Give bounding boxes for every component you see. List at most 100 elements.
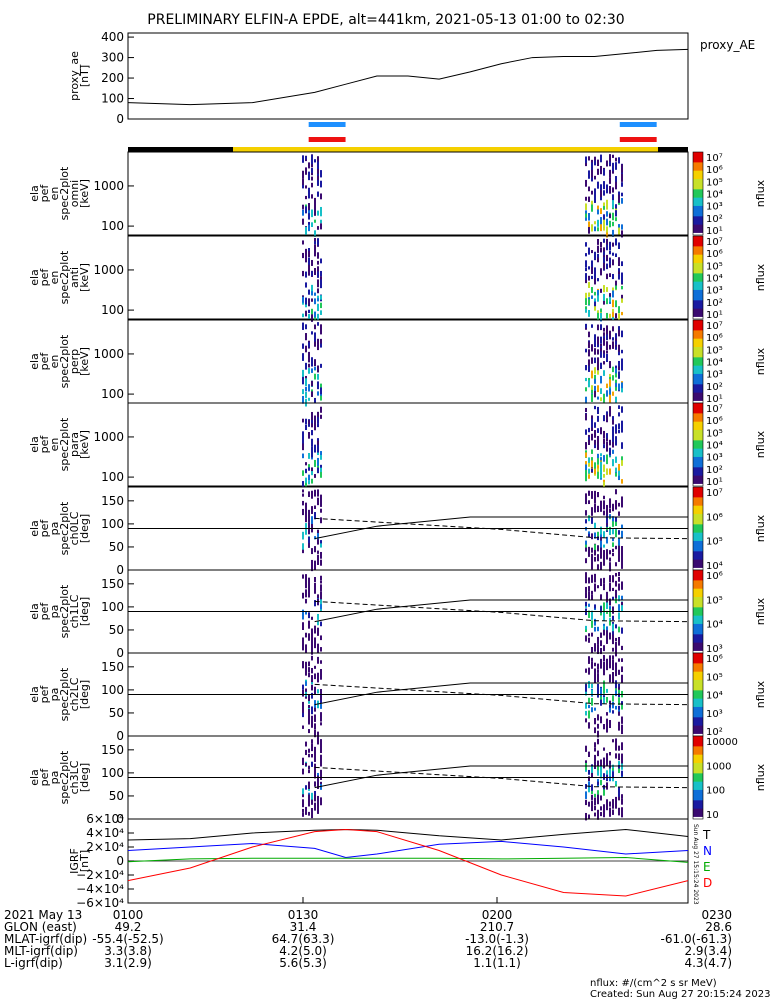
spectrogram-cell: [600, 453, 602, 457]
colorbar-cell: [693, 725, 703, 729]
state-bar-black: [128, 147, 233, 152]
spectrogram-cell: [317, 781, 319, 789]
spectrogram-cell: [320, 498, 322, 505]
ylabel-line: pef: [38, 768, 51, 787]
colorbar-frame: [692, 235, 704, 320]
spectrogram-cell: [612, 418, 614, 425]
spectrogram-cell: [597, 470, 599, 479]
tick-label: 100: [101, 470, 124, 484]
spectrogram-cell: [603, 297, 605, 305]
ylabel-line: spec2plot: [58, 501, 71, 555]
spectrogram-cell: [311, 616, 313, 620]
colorbar-tick: 10³: [706, 644, 723, 655]
spectrogram-cell: [609, 526, 611, 532]
colorbar-cell: [693, 403, 703, 406]
spectrogram-cell: [603, 338, 605, 346]
spectrogram-cell: [612, 542, 614, 546]
spectrogram-cell: [302, 799, 304, 808]
colorbar-cell: [693, 538, 703, 542]
spectrogram-cell: [600, 350, 602, 358]
spectrogram-cell: [618, 470, 620, 476]
spectrogram-cell: [317, 157, 319, 162]
spectrogram-cell: [600, 765, 602, 774]
spectrogram-cell: [594, 291, 596, 296]
spectrogram-cell: [612, 375, 614, 381]
colorbar-cell: [693, 267, 703, 270]
spectrogram-cell: [308, 342, 310, 348]
colorbar-cell: [693, 152, 703, 155]
ylabel-line: pef: [38, 268, 51, 287]
spectrogram-cell: [621, 285, 623, 290]
tick-label: 150: [101, 743, 124, 757]
colorbar-cell: [693, 816, 703, 820]
spectrogram-cell: [305, 632, 307, 638]
colorbar-cell: [693, 719, 703, 722]
spectrogram-cell: [615, 637, 617, 642]
spectrogram-cell: [612, 200, 614, 208]
spectrogram-cell: [317, 373, 319, 380]
spectrogram-cell: [609, 598, 611, 606]
spectrogram-cell: [621, 349, 623, 354]
colorbar-cell: [693, 644, 703, 648]
spectrogram-cell: [609, 379, 611, 387]
colorbar-cell: [693, 396, 703, 400]
spectrogram-cell: [308, 717, 310, 725]
spectrogram-panel: 150100500elapefpaspec2plotch1LC[deg]10⁶1…: [28, 569, 767, 660]
spectrogram-cell: [308, 517, 310, 523]
spectrogram-cell: [594, 348, 596, 355]
colorbar-cell: [693, 185, 703, 188]
spectrogram-cell: [609, 344, 611, 350]
spectrogram-cell: [597, 442, 599, 450]
spectrogram-cell: [609, 185, 611, 194]
spectrogram-cell: [314, 359, 316, 367]
spectrogram-cell: [302, 637, 304, 644]
spectrogram-cell: [320, 219, 322, 224]
spectrogram-cell: [597, 675, 599, 682]
spectrogram-panel: 1000100elapefenspec2plotperp[keV]10⁷10⁶1…: [28, 319, 767, 407]
spectrogram-cell: [588, 801, 590, 807]
spectrogram-cell: [615, 333, 617, 339]
zone-bar-blue: [308, 122, 346, 127]
footer-value: 0100: [113, 908, 144, 922]
spectrogram-cell: [615, 589, 617, 596]
colorbar-cell: [693, 777, 703, 781]
colorbar-cell: [693, 543, 703, 546]
spectrogram-cell: [615, 238, 617, 246]
spectrogram-cell: [305, 392, 307, 398]
spectrogram-cell: [609, 154, 611, 159]
spectrogram-cell: [597, 406, 599, 415]
colorbar-cell: [693, 567, 703, 571]
spectrogram-cell: [600, 609, 602, 616]
spectrogram-cell: [597, 312, 599, 321]
spectrogram-cell: [615, 742, 617, 748]
spectrogram-panel: 1000100elapefenspec2plotomni[keV]10⁷10⁶1…: [28, 151, 767, 238]
spectrogram-cell: [302, 418, 304, 423]
spectrogram-cell: [612, 221, 614, 227]
tick-label: 0: [116, 646, 124, 660]
spectrogram-cell: [615, 384, 617, 391]
colorbar-cell: [693, 503, 703, 507]
spectrogram-cell: [600, 534, 602, 538]
tick-label: 0: [116, 563, 124, 577]
spectrogram-cell: [585, 558, 587, 564]
colorbar-cell: [693, 698, 703, 702]
spectrogram-cell: [302, 210, 304, 216]
ylabel-line: ela: [28, 769, 41, 786]
spectrogram-cell: [317, 554, 319, 562]
spectrogram-cell: [618, 371, 620, 379]
spectrogram-cell: [320, 302, 322, 309]
anti-loss-cone-line: [314, 683, 689, 706]
spectrogram-cell: [314, 781, 316, 787]
spectrogram-cell: [615, 545, 617, 550]
spectrogram-cell: [585, 279, 587, 284]
spectrogram-cell: [308, 765, 310, 770]
colorbar-cell: [693, 713, 703, 716]
spectrogram-cell: [314, 292, 316, 296]
spectrogram-cell: [591, 162, 593, 168]
colorbar-cell: [693, 294, 703, 297]
spectrogram-cell: [621, 230, 623, 238]
spectrogram-cell: [594, 626, 596, 632]
spectrogram-cell: [612, 710, 614, 714]
spectrogram-cell: [585, 510, 587, 515]
colorbar-cell: [693, 322, 703, 325]
